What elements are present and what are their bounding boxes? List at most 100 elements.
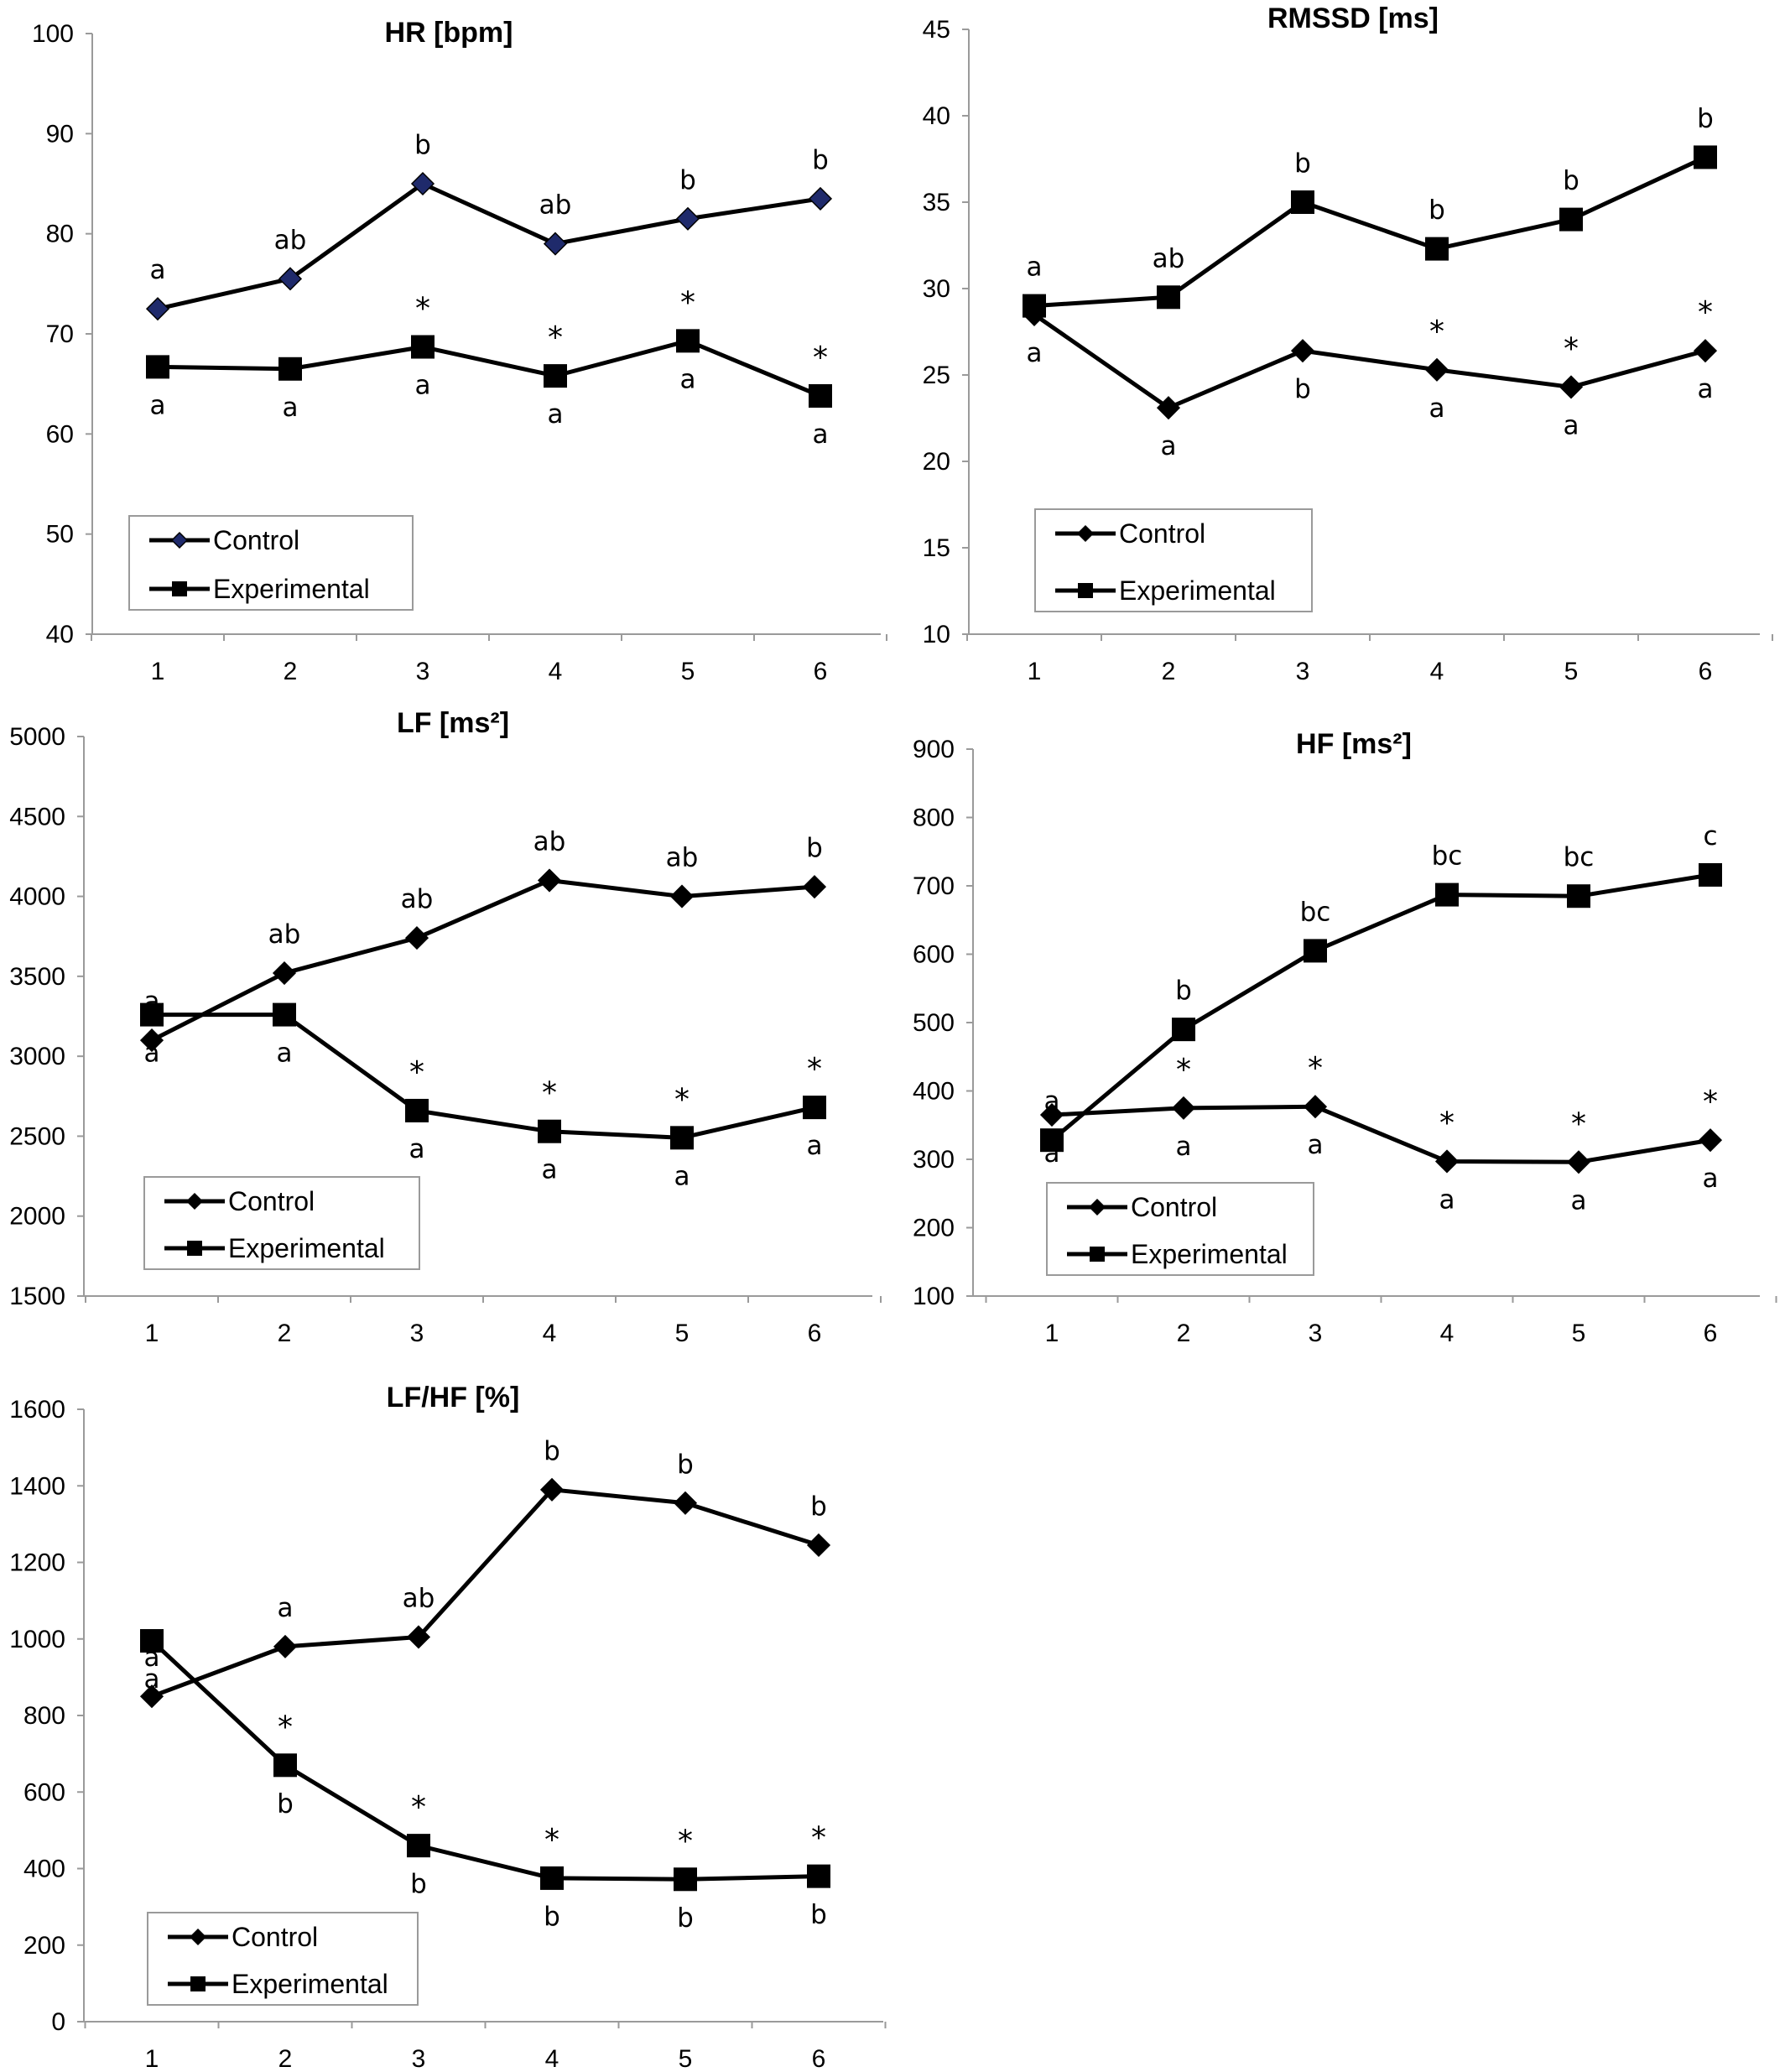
data-point bbox=[538, 1119, 561, 1143]
x-tick-label: 5 bbox=[679, 2045, 693, 2072]
y-tick-label: 100 bbox=[32, 20, 74, 48]
data-point bbox=[802, 875, 827, 899]
data-point bbox=[1567, 884, 1590, 908]
series-control: a a b a a a * * * bbox=[1022, 295, 1718, 461]
significance-letter: a bbox=[1703, 1164, 1719, 1194]
significance-letter: b bbox=[677, 1903, 694, 1933]
significance-letter: b bbox=[277, 1788, 294, 1819]
x-tick-label: 3 bbox=[1309, 1320, 1323, 1347]
data-point bbox=[1291, 190, 1314, 214]
chart-panel-5: LF/HF [%] 0 200 400 600 800 1000 1200 1400 1600 1 2… bbox=[9, 1382, 887, 2072]
data-point bbox=[1693, 339, 1718, 363]
y-tick-label: 20 bbox=[923, 448, 950, 476]
significance-letter: a bbox=[1176, 1132, 1192, 1162]
data-point bbox=[407, 1834, 430, 1858]
significance-letter: a bbox=[807, 1131, 823, 1161]
significance-letter: a bbox=[674, 1161, 690, 1191]
y-tick-label: 30 bbox=[923, 275, 950, 303]
significance-letter: ab bbox=[401, 884, 434, 914]
x-tick-label: 2 bbox=[278, 1320, 292, 1347]
y-tick-label: 15 bbox=[923, 534, 950, 562]
significance-asterisk: * bbox=[1308, 1051, 1323, 1085]
x-tick-label: 6 bbox=[814, 658, 828, 685]
data-point bbox=[1694, 145, 1717, 169]
y-tick-label: 100 bbox=[913, 1283, 955, 1310]
data-point bbox=[1303, 1095, 1328, 1119]
series-experimental: a a a a a a * * * * bbox=[146, 285, 832, 450]
significance-asterisk: * bbox=[278, 1710, 293, 1744]
x-tick-label: 2 bbox=[278, 2045, 293, 2072]
significance-letter: a bbox=[548, 399, 564, 429]
significance-letter: b bbox=[1429, 195, 1445, 226]
data-point bbox=[540, 1866, 564, 1890]
y-tick-label: 400 bbox=[913, 1078, 955, 1106]
significance-asterisk: * bbox=[1429, 315, 1444, 349]
series-experimental: a b b b b b * * * * * bbox=[140, 1629, 830, 1933]
significance-letter: a bbox=[1161, 431, 1177, 461]
legend: Control Experimental bbox=[147, 1912, 419, 2006]
significance-letter: b bbox=[810, 1900, 827, 1930]
significance-letter: b bbox=[544, 1436, 560, 1466]
series-control: a a ab b b b bbox=[139, 1436, 831, 1709]
x-tick-label: 2 bbox=[284, 658, 298, 685]
y-tick-label: 35 bbox=[923, 189, 950, 216]
data-point bbox=[273, 1002, 296, 1027]
significance-letter: a bbox=[144, 1039, 160, 1069]
data-point bbox=[539, 1477, 565, 1502]
data-point bbox=[1040, 1128, 1064, 1153]
legend-label: Experimental bbox=[1131, 1239, 1288, 1269]
significance-asterisk: * bbox=[1176, 1053, 1191, 1087]
chart-title: LF/HF [%] bbox=[387, 1382, 520, 1413]
significance-letter: a bbox=[1027, 252, 1043, 283]
data-point bbox=[272, 961, 297, 986]
data-point bbox=[1023, 294, 1046, 318]
data-point bbox=[278, 357, 302, 381]
series-experimental: a a a a a a * * * * bbox=[140, 1002, 826, 1191]
legend: Control Experimental bbox=[1046, 1182, 1314, 1276]
series-line bbox=[157, 338, 821, 398]
significance-asterisk: * bbox=[813, 341, 828, 375]
x-tick-label: 5 bbox=[1564, 658, 1579, 685]
significance-letter: a bbox=[1698, 374, 1714, 404]
y-tick-label: 200 bbox=[23, 1932, 65, 1960]
legend-label: Control bbox=[213, 525, 299, 555]
series-line bbox=[151, 1487, 820, 1699]
data-point bbox=[1424, 357, 1449, 382]
data-point bbox=[411, 335, 435, 359]
legend-label: Experimental bbox=[1119, 575, 1276, 606]
data-point bbox=[1425, 237, 1449, 261]
series-line bbox=[150, 1639, 820, 1882]
x-tick-label: 6 bbox=[808, 1320, 822, 1347]
y-tick-label: 1400 bbox=[9, 1472, 65, 1500]
x-tick-label: 1 bbox=[151, 658, 165, 685]
y-tick-label: 0 bbox=[51, 2008, 65, 2036]
x-tick-label: 2 bbox=[1177, 1320, 1191, 1347]
significance-letter: a bbox=[150, 255, 166, 285]
chart-panel-4: HF [ms²] 100 200 300 400 500 600 700 800 900 1 2 3 4 5… bbox=[913, 728, 1777, 1347]
data-point bbox=[1171, 1096, 1196, 1120]
significance-letter: bc bbox=[1300, 897, 1331, 927]
data-point bbox=[1156, 396, 1181, 420]
legend-label: Control bbox=[232, 1922, 318, 1952]
y-tick-label: 40 bbox=[46, 621, 74, 648]
significance-letter: ab bbox=[666, 843, 699, 873]
y-tick-label: 40 bbox=[923, 102, 950, 130]
legend-label: Control bbox=[1119, 518, 1205, 549]
x-tick-label: 3 bbox=[1296, 658, 1310, 685]
significance-letter: ab bbox=[403, 1583, 435, 1613]
significance-letter: b bbox=[414, 130, 431, 160]
x-tick-label: 4 bbox=[543, 1320, 557, 1347]
x-tick-label: 6 bbox=[812, 2045, 826, 2072]
y-tick-label: 300 bbox=[913, 1146, 955, 1174]
series-line bbox=[1033, 312, 1706, 410]
significance-letter: b bbox=[1294, 148, 1311, 179]
significance-letter: b bbox=[812, 145, 829, 175]
y-tick-label: 800 bbox=[23, 1702, 65, 1730]
significance-letter: a bbox=[1044, 1086, 1060, 1117]
significance-asterisk: * bbox=[544, 1823, 559, 1857]
significance-letter: a bbox=[813, 419, 829, 450]
x-tick-label: 2 bbox=[1162, 658, 1176, 685]
